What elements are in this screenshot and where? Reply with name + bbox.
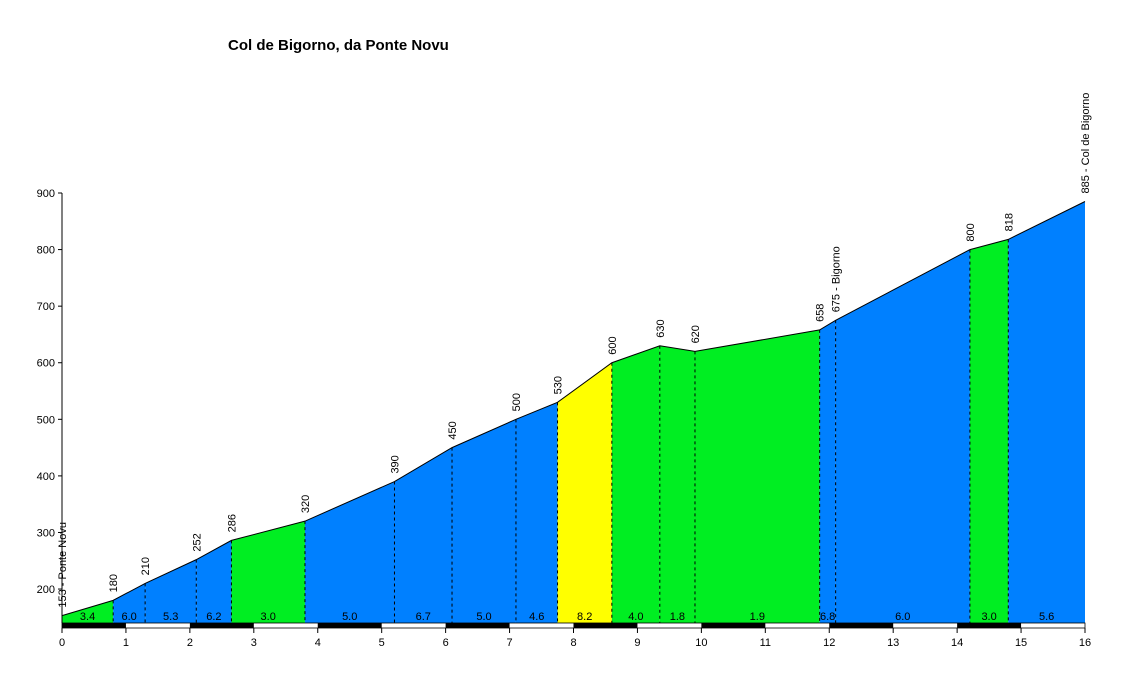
x-tick-label-14: 14 bbox=[951, 637, 963, 649]
x-tick-label-13: 13 bbox=[887, 637, 899, 649]
x-tick-label-6: 6 bbox=[443, 637, 449, 649]
x-tick-label-2: 2 bbox=[187, 637, 193, 649]
x-tick-label-0: 0 bbox=[59, 637, 65, 649]
gradient-label-3: 5.3 bbox=[163, 611, 178, 623]
segment-area-1 bbox=[62, 600, 114, 623]
segment-area-9 bbox=[515, 402, 558, 623]
segment-area-6 bbox=[304, 481, 395, 623]
altitude-label-15: 675 - Bigorno bbox=[831, 246, 843, 312]
segment-area-10 bbox=[557, 362, 612, 623]
segment-area-5 bbox=[231, 521, 305, 623]
gradient-label-7: 6.7 bbox=[416, 611, 431, 623]
segment-area-17 bbox=[1008, 201, 1085, 624]
altitude-label-13: 620 bbox=[690, 325, 702, 343]
altitude-label-10: 530 bbox=[553, 376, 565, 394]
gradient-label-14: 6.8 bbox=[820, 611, 835, 623]
altitude-label-14: 658 bbox=[815, 304, 827, 322]
x-tick-label-16: 16 bbox=[1079, 637, 1091, 649]
profile-outline bbox=[61, 201, 1086, 617]
gradient-label-16: 3.0 bbox=[981, 611, 996, 623]
altitude-label-1: 153 - Ponte Novu bbox=[57, 522, 69, 608]
km-bar-block-4 bbox=[317, 623, 382, 628]
gradient-label-10: 8.2 bbox=[577, 611, 592, 623]
y-tick-label-800: 800 bbox=[37, 245, 55, 257]
y-tick-label-300: 300 bbox=[37, 527, 55, 539]
altitude-label-7: 390 bbox=[389, 455, 401, 473]
x-tick-label-9: 9 bbox=[634, 637, 640, 649]
x-tick-label-15: 15 bbox=[1015, 637, 1027, 649]
gradient-label-5: 3.0 bbox=[261, 611, 276, 623]
segment-area-15 bbox=[835, 249, 970, 623]
altitude-label-16: 800 bbox=[965, 223, 977, 241]
y-tick-label-500: 500 bbox=[37, 414, 55, 426]
profile-areas bbox=[62, 201, 1085, 624]
km-bar-block-10 bbox=[701, 623, 766, 628]
gradient-label-4: 6.2 bbox=[206, 611, 221, 623]
x-tick-label-10: 10 bbox=[695, 637, 707, 649]
segment-area-3 bbox=[145, 559, 197, 623]
y-tick-label-600: 600 bbox=[37, 358, 55, 370]
segment-area-11 bbox=[611, 345, 660, 623]
altitude-label-12: 630 bbox=[655, 319, 667, 337]
altitude-label-18: 885 - Col de Bigorno bbox=[1080, 93, 1092, 194]
altitude-label-3: 210 bbox=[140, 557, 152, 575]
segment-area-12 bbox=[659, 345, 695, 623]
x-tick-label-5: 5 bbox=[379, 637, 385, 649]
km-bar-block-14 bbox=[957, 623, 1022, 628]
gradient-labels: 3.4 6.0 5.3 6.2 3.0 5.0 6.7 5.0 4.6 8.2 4.0 1.8 1.9 6… bbox=[80, 611, 1054, 623]
altitude-label-6: 320 bbox=[300, 495, 312, 513]
segment-area-4 bbox=[196, 540, 232, 623]
km-bar-block-8 bbox=[573, 623, 638, 628]
gradient-label-1: 3.4 bbox=[80, 611, 95, 623]
km-bar-block-6 bbox=[445, 623, 510, 628]
segment-dividers bbox=[112, 239, 1009, 623]
y-tick-label-900: 900 bbox=[37, 188, 55, 200]
gradient-label-13: 1.9 bbox=[750, 611, 765, 623]
gradient-label-8: 5.0 bbox=[476, 611, 491, 623]
x-tick-label-1: 1 bbox=[123, 637, 129, 649]
y-tick-label-200: 200 bbox=[37, 584, 55, 596]
y-tick-label-700: 700 bbox=[37, 301, 55, 313]
altitude-label-5: 286 bbox=[226, 514, 238, 532]
km-bar-block-12 bbox=[829, 623, 894, 628]
x-tick-label-7: 7 bbox=[507, 637, 513, 649]
y-tick-label-400: 400 bbox=[37, 471, 55, 483]
segment-area-14 bbox=[819, 320, 836, 623]
x-tick-label-11: 11 bbox=[760, 637, 771, 649]
gradient-label-2: 6.0 bbox=[121, 611, 136, 623]
gradient-label-6: 5.0 bbox=[342, 611, 357, 623]
segment-area-16 bbox=[969, 239, 1009, 623]
gradient-label-17: 5.6 bbox=[1039, 611, 1054, 623]
gradient-label-9: 4.6 bbox=[529, 611, 544, 623]
altitude-label-11: 600 bbox=[607, 336, 619, 354]
segment-area-2 bbox=[113, 583, 146, 623]
gradient-label-12: 1.8 bbox=[670, 611, 685, 623]
x-tick-label-3: 3 bbox=[251, 637, 257, 649]
segment-area-7 bbox=[394, 447, 453, 623]
x-tick-label-4: 4 bbox=[315, 637, 321, 649]
km-bar-block-0 bbox=[62, 623, 126, 628]
segment-area-13 bbox=[694, 329, 820, 623]
altitude-labels: 153 - Ponte Novu 180 210 252 286 320 390 450 500… bbox=[57, 93, 1092, 608]
profile-line bbox=[61, 201, 1086, 617]
x-tick-label-12: 12 bbox=[823, 637, 835, 649]
altitude-label-9: 500 bbox=[511, 393, 523, 411]
km-bar-block-2 bbox=[189, 623, 254, 628]
altitude-label-4: 252 bbox=[191, 533, 203, 551]
chart-title: Col de Bigorno, da Ponte Novu bbox=[228, 37, 449, 54]
km-scale-bar bbox=[61, 622, 1086, 629]
altitude-label-2: 180 bbox=[108, 574, 120, 592]
altitude-label-8: 450 bbox=[447, 421, 459, 439]
segment-area-8 bbox=[452, 419, 516, 623]
altitude-label-17: 818 bbox=[1003, 213, 1015, 231]
gradient-label-11: 4.0 bbox=[628, 611, 643, 623]
gradient-label-15: 6.0 bbox=[895, 611, 910, 623]
x-tick-label-8: 8 bbox=[570, 637, 576, 649]
